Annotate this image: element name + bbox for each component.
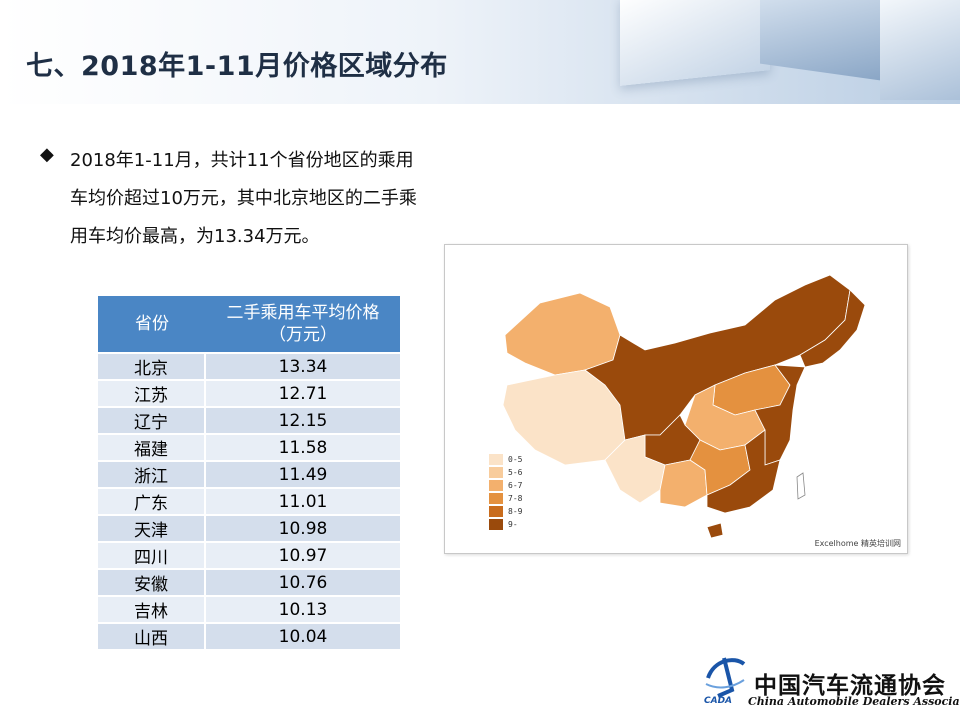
table-row: 山西 10.04 <box>98 624 400 649</box>
cada-logo: CADA 中国汽车流通协会 China Automobile Dealers A… <box>700 650 960 712</box>
price-cell: 10.04 <box>206 624 400 649</box>
province-cell: 天津 <box>98 516 206 541</box>
header-banner <box>0 0 960 104</box>
price-cell: 11.58 <box>206 435 400 460</box>
logo-chinese-name: 中国汽车流通协会 <box>754 672 946 699</box>
page-title: 七、2018年1-11月价格区域分布 <box>26 51 448 82</box>
price-cell: 10.76 <box>206 570 400 595</box>
table-row: 广东 11.01 <box>98 489 400 514</box>
province-cell: 广东 <box>98 489 206 514</box>
table-header-row: 省份 二手乘用车平均价格 （万元） <box>98 296 400 352</box>
legend-item: 9- <box>489 518 522 531</box>
header-province: 省份 <box>98 296 206 352</box>
price-cell: 10.13 <box>206 597 400 622</box>
cada-emblem-icon <box>705 657 746 698</box>
header-price-line2: （万元） <box>269 325 337 345</box>
province-cell: 福建 <box>98 435 206 460</box>
header-price: 二手乘用车平均价格 （万元） <box>206 296 400 352</box>
region-guangdong-fujian <box>706 429 781 514</box>
decorative-cube <box>760 0 880 81</box>
table-row: 福建 11.58 <box>98 435 400 460</box>
price-cell: 12.71 <box>206 381 400 406</box>
legend-swatch <box>489 454 503 465</box>
price-cell: 11.49 <box>206 462 400 487</box>
region-xinjiang <box>504 292 621 376</box>
logo-english-name: China Automobile Dealers Association <box>748 695 960 708</box>
legend-item: 8-9 <box>489 505 522 518</box>
map-credit: Excelhome 精英培训网 <box>814 539 901 548</box>
price-cell: 11.01 <box>206 489 400 514</box>
legend-label: 8-9 <box>508 507 523 516</box>
table-row: 安徽 10.76 <box>98 570 400 595</box>
logo-abbreviation: CADA <box>704 696 733 706</box>
legend-swatch <box>489 480 503 491</box>
bullet-text: 2018年1-11月，共计11个省份地区的乘用车均价超过10万元，其中北京地区的… <box>70 150 417 247</box>
decorative-cube <box>880 0 960 100</box>
region-northeast <box>799 289 866 368</box>
region-taiwan <box>796 472 806 500</box>
price-cell: 13.34 <box>206 354 400 379</box>
china-map-svg <box>502 274 866 539</box>
table-row: 吉林 10.13 <box>98 597 400 622</box>
table-row: 天津 10.98 <box>98 516 400 541</box>
legend-item: 6-7 <box>489 479 522 492</box>
china-price-map: 0-5 5-6 6-7 7-8 8-9 9- Excelhome 精英培训网 <box>444 244 908 554</box>
province-price-table: 省份 二手乘用车平均价格 （万元） 北京 13.34 江苏 12.71 辽宁 12.15 福… <box>98 294 400 651</box>
map-legend: 0-5 5-6 6-7 7-8 8-9 9- <box>489 453 522 531</box>
region-hainan <box>706 522 724 539</box>
price-cell: 10.97 <box>206 543 400 568</box>
legend-label: 7-8 <box>508 494 523 503</box>
region-yunnan <box>604 434 666 504</box>
price-cell: 10.98 <box>206 516 400 541</box>
legend-item: 7-8 <box>489 492 522 505</box>
price-cell: 12.15 <box>206 408 400 433</box>
province-cell: 吉林 <box>98 597 206 622</box>
legend-label: 5-6 <box>508 468 523 477</box>
table-row: 江苏 12.71 <box>98 381 400 406</box>
province-cell: 浙江 <box>98 462 206 487</box>
province-cell: 北京 <box>98 354 206 379</box>
table-row: 四川 10.97 <box>98 543 400 568</box>
province-cell: 江苏 <box>98 381 206 406</box>
province-cell: 辽宁 <box>98 408 206 433</box>
legend-item: 0-5 <box>489 453 522 466</box>
table-row: 北京 13.34 <box>98 354 400 379</box>
legend-swatch <box>489 519 503 530</box>
table-row: 浙江 11.49 <box>98 462 400 487</box>
province-cell: 安徽 <box>98 570 206 595</box>
legend-swatch <box>489 493 503 504</box>
decorative-cube <box>620 0 770 86</box>
diamond-bullet-icon: ◆ <box>40 144 54 165</box>
legend-label: 0-5 <box>508 455 523 464</box>
province-cell: 山西 <box>98 624 206 649</box>
legend-label: 6-7 <box>508 481 523 490</box>
legend-swatch <box>489 467 503 478</box>
legend-label: 9- <box>508 520 518 529</box>
legend-item: 5-6 <box>489 466 522 479</box>
table-row: 辽宁 12.15 <box>98 408 400 433</box>
province-cell: 四川 <box>98 543 206 568</box>
header-price-line1: 二手乘用车平均价格 <box>226 303 380 323</box>
legend-swatch <box>489 506 503 517</box>
